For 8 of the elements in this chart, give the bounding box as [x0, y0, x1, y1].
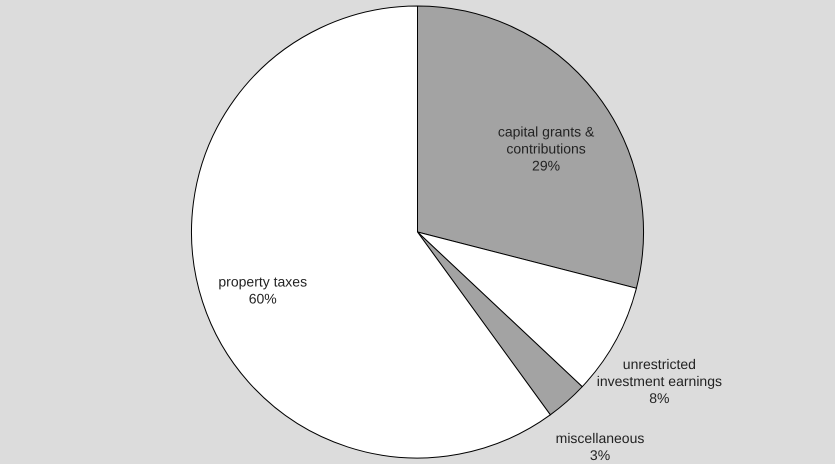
slice-label: unrestricted investment earnings: [596, 356, 722, 389]
data-label: 8%: [649, 390, 670, 406]
data-label: 3%: [590, 447, 610, 464]
data-label: 60%: [248, 290, 277, 306]
slice-label: capital grants & contributions: [498, 123, 595, 156]
slice-label: property taxes: [218, 273, 308, 290]
data-label: 29%: [532, 157, 560, 174]
slice-label: miscellaneous: [556, 430, 644, 446]
